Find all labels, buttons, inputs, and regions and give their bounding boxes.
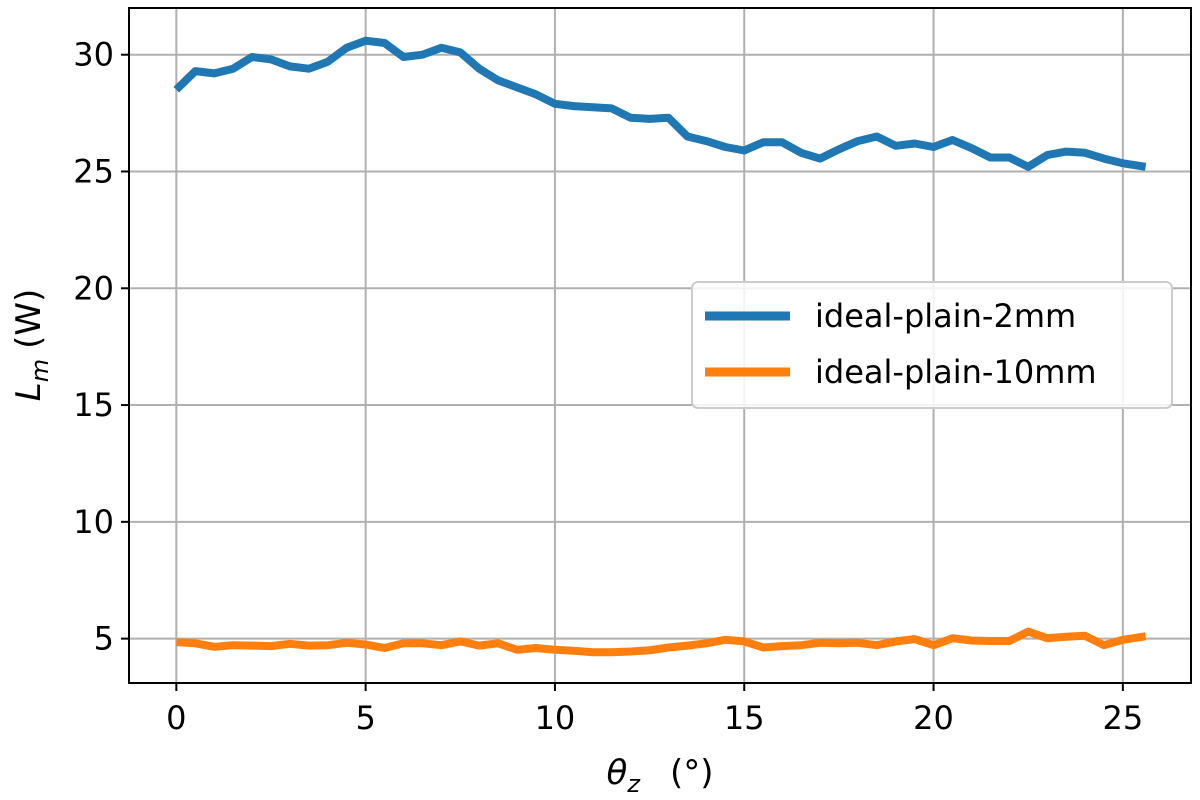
x-tick-label: 25 — [1102, 699, 1143, 737]
x-tick-label: 0 — [166, 699, 186, 737]
x-axis-label-subscript: z — [626, 770, 641, 798]
plot-frame — [128, 7, 1192, 684]
x-tick-label: 15 — [724, 699, 765, 737]
x-axis-ticks: 0 5 10 15 20 25 — [166, 683, 1143, 737]
y-axis-label: Lm (W) — [9, 289, 54, 402]
x-axis-label-symbol: θ — [607, 753, 628, 793]
series-lines — [173, 36, 1147, 657]
legend-box — [691, 281, 1173, 409]
y-tick-label: 10 — [73, 503, 114, 541]
y-tick-label: 5 — [94, 620, 114, 658]
x-tick-label: 20 — [913, 699, 954, 737]
y-tick-label: 20 — [73, 269, 114, 307]
y-axis-label-symbol: L — [9, 382, 49, 401]
series-line-ideal-plain-2mm — [173, 36, 1147, 171]
y-tick-label: 15 — [73, 386, 114, 424]
legend: ideal-plain-2mm ideal-plain-10mm — [691, 281, 1173, 409]
y-axis-label-unit: (W) — [9, 289, 49, 349]
legend-label-ideal-plain-10mm: ideal-plain-10mm — [815, 353, 1097, 391]
series-line-ideal-plain-10mm — [176, 627, 1147, 657]
x-axis-label-unit: (°) — [670, 753, 714, 793]
y-tick-label: 30 — [73, 36, 114, 74]
legend-label-ideal-plain-2mm: ideal-plain-2mm — [815, 297, 1076, 335]
x-tick-label: 10 — [535, 699, 576, 737]
y-axis-label-subscript: m — [26, 359, 54, 382]
y-axis-ticks: 5 10 15 20 25 30 — [73, 36, 129, 658]
x-axis-label: θz (°) — [607, 753, 714, 798]
x-tick-label: 5 — [355, 699, 375, 737]
y-tick-label: 25 — [73, 152, 114, 190]
